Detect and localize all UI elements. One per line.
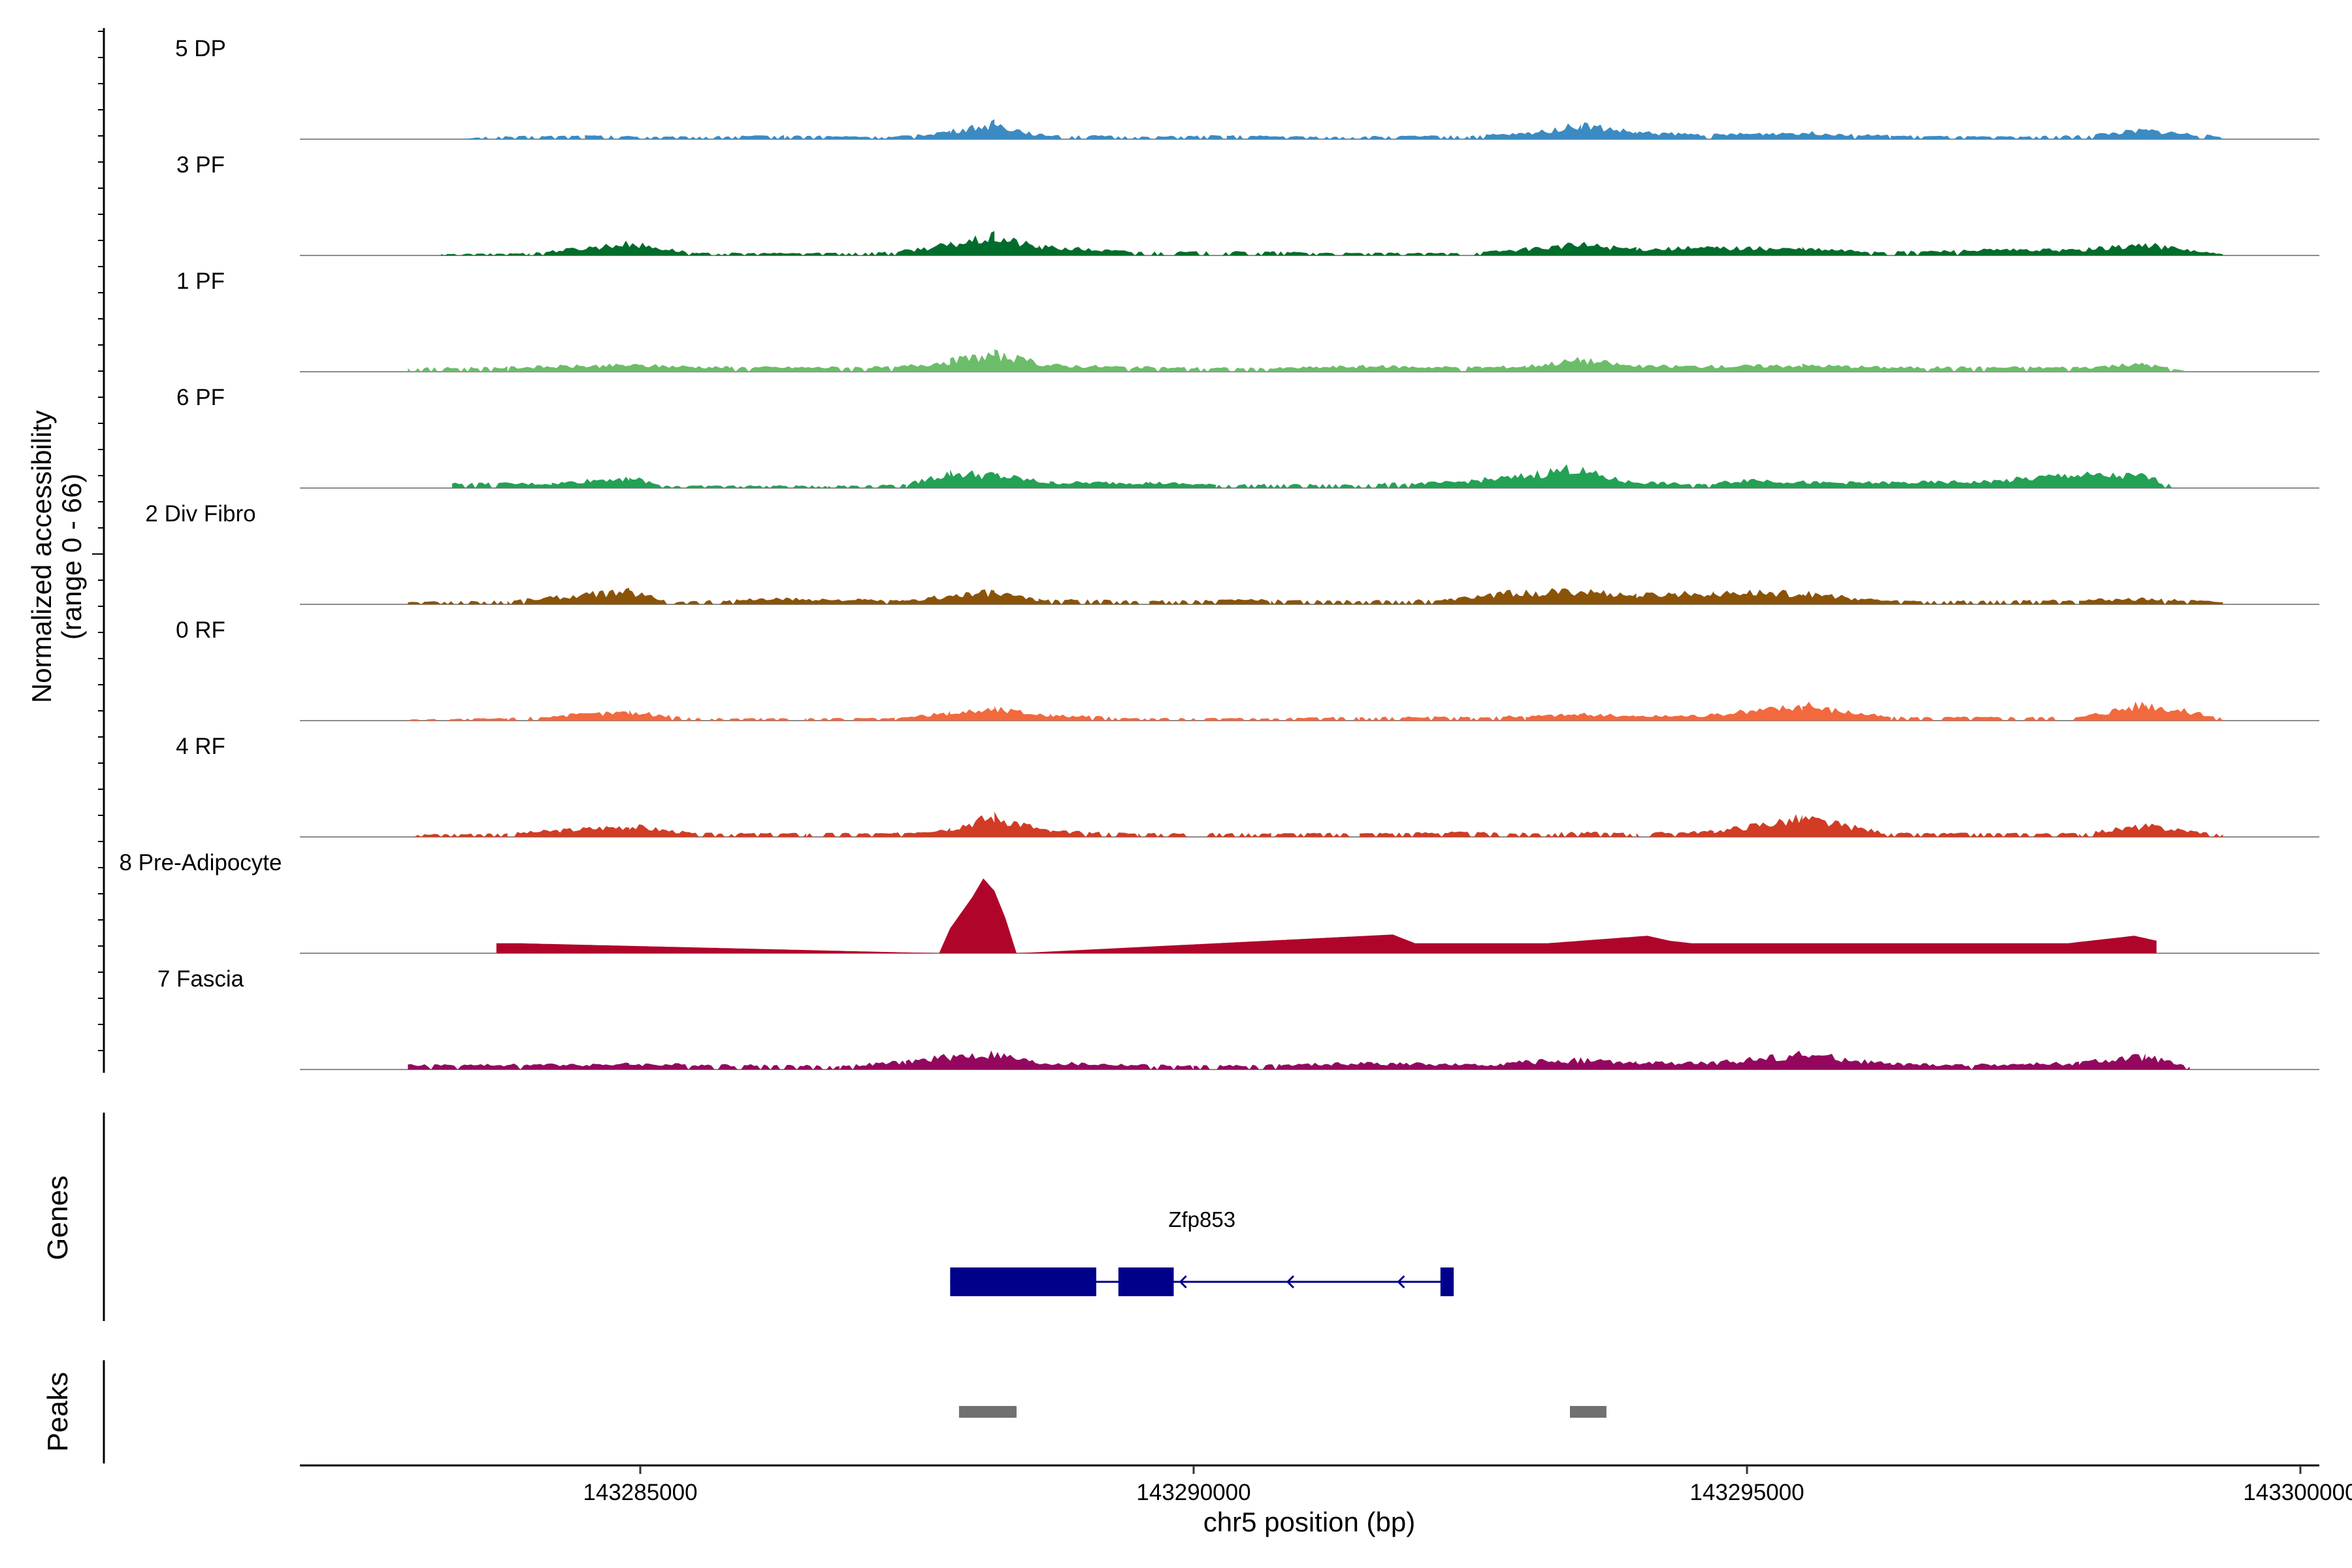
coverage-track: 8 Pre-Adipocyte [119,850,2319,954]
x-axis-ticks: 143285000 143290000 143295000 143300000 [583,1465,2352,1505]
x-tick-label: 143300000 [2243,1480,2352,1505]
coverage-area [496,878,2157,953]
coverage-track: 4 RF [176,734,2319,838]
coverage-track: 6 PF [176,385,2319,489]
strand-arrow-icon [1397,1275,1405,1289]
coverage-area [441,231,2223,255]
track-label: 7 Fascia [157,966,244,992]
gene-annotation-track: Zfp853 [950,1207,1454,1296]
coverage-track: 1 PF [176,269,2319,372]
coverage-area [408,349,2190,372]
track-label: 0 RF [176,617,225,643]
coverage-area [408,1050,2190,1070]
gene-name-label: Zfp853 [1168,1207,1235,1232]
gene-exon [1118,1267,1174,1296]
coverage-area [408,811,2223,837]
coverage-track: 0 RF [176,617,2319,721]
coverage-track: 2 Div Fibro [145,501,2319,605]
coverage-area [408,587,2223,604]
track-label: 3 PF [176,152,225,178]
peaks-panel-title: Peaks [42,1372,74,1452]
gene-exon [1440,1267,1454,1296]
x-tick-label: 143285000 [583,1480,697,1505]
coverage-area [452,464,2179,488]
y-axis-range-label: (range 0 - 66) [56,474,87,640]
peak-region [1569,1406,1607,1418]
coverage-tracks: 5 DP 3 PF 1 PF 6 PF 2 Div Fibro 0 RF 4 RF 8 Pre… [119,36,2319,1070]
x-tick-label: 143290000 [1136,1480,1250,1505]
track-label: 5 DP [175,36,226,61]
track-label: 6 PF [176,385,225,410]
y-axis-title: Normalized accessibility [26,410,57,703]
coverage-area [408,701,2223,721]
strand-arrow-icon [1179,1275,1187,1289]
x-axis-title: chr5 position (bp) [1203,1507,1416,1537]
peaks-track [958,1406,1607,1418]
strand-arrow-icon [1286,1275,1295,1289]
peak-region [958,1406,1017,1418]
x-tick-label: 143295000 [1690,1480,1804,1505]
coverage-track: 7 Fascia [157,966,2319,1070]
coverage-track: 5 DP [175,36,2319,140]
coverage-area [463,119,2223,139]
genes-panel-title: Genes [42,1175,74,1260]
gene-exon [950,1267,1096,1296]
track-label: 8 Pre-Adipocyte [119,850,282,875]
coverage-track: 3 PF [176,152,2319,256]
track-label: 2 Div Fibro [145,501,255,527]
coverage-y-axis-ticks [92,31,104,1051]
track-label: 4 RF [176,734,225,759]
track-label: 1 PF [176,269,225,294]
